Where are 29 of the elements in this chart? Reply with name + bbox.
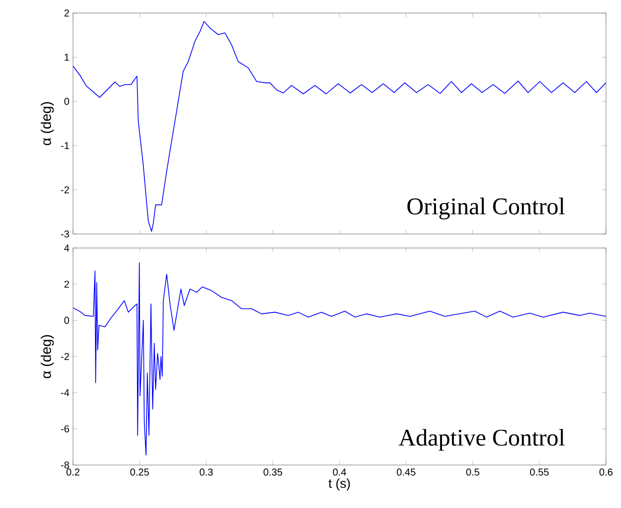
y-tick-label: -3 [61,230,70,238]
y-tick-label: 0 [64,316,70,324]
x-tick-label: 0.25 [130,468,149,476]
x-tick-label: 0.2 [66,468,80,476]
x-tick-label: 0.5 [466,468,480,476]
y-tick-label: -8 [61,461,70,469]
y-tick-label: 4 [64,244,70,252]
x-tick-label: 0.3 [200,468,213,476]
y-tick-label: 1 [64,54,69,61]
x-tick-label: 0.45 [396,468,416,476]
y-tick-label: 0 [64,98,70,105]
y-tick-label: 2 [64,10,69,16]
x-axis-title: t (s) [328,478,350,490]
line-series [73,20,606,232]
y-axis-title: α (deg) [40,335,54,378]
y-tick-label: -2 [61,186,69,194]
x-tick-label: 0.35 [264,468,282,476]
annotation: Adaptive Control [398,428,565,451]
y-tick-label: -2 [61,353,69,360]
annotation: Original Control [407,198,565,220]
y-tick-label: -4 [61,389,70,396]
y-axis-title: α (deg) [40,102,54,146]
x-tick-label: 0.4 [332,468,346,476]
y-tick-label: -6 [61,425,70,432]
x-tick-label: 0.55 [530,468,549,476]
y-tick-label: 2 [64,280,69,288]
line-series [73,262,606,456]
x-tick-label: 0.6 [599,468,612,476]
y-tick-label: -1 [61,142,69,150]
